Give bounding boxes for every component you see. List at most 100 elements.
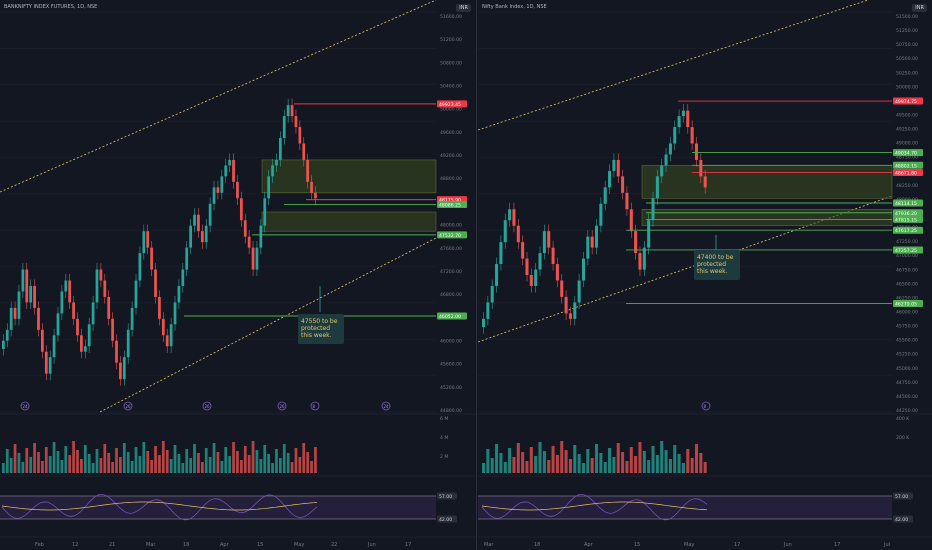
volume-bar (599, 453, 603, 473)
candle-body (138, 253, 142, 281)
volume-bar (68, 455, 72, 473)
volume-bar (138, 456, 142, 473)
volume-tick-label: 400 K (896, 416, 910, 422)
candle-body (306, 159, 310, 182)
candle-body (197, 214, 200, 232)
left-currency-badge[interactable]: INR (456, 4, 471, 12)
y-tick-label: 45000.00 (896, 366, 918, 372)
candle-body (236, 181, 239, 199)
volume-bar (200, 462, 204, 473)
volume-tick-label: 2 M (440, 454, 448, 460)
candle-body (490, 285, 494, 303)
candle-body (239, 198, 243, 221)
rsi-ma-line (481, 501, 708, 511)
y-tick-label: 50400.00 (440, 84, 462, 90)
price-level-label: 49034.70 (895, 151, 917, 157)
candle-body (499, 242, 503, 265)
candle-body (525, 258, 529, 276)
price-level-tag (893, 199, 923, 207)
candle-body (103, 280, 107, 297)
volume-bar (228, 456, 232, 473)
candle-body (621, 176, 625, 193)
left-chart-svg[interactable]: 51600.00 51200.00 50800.00 50400.00 50000.00… (0, 0, 476, 550)
annotation-text: 47400 to be (697, 254, 734, 261)
rsi-level-label: 57.00 (439, 494, 452, 500)
candle-body (699, 159, 703, 177)
y-tick-label: 50250.00 (896, 70, 918, 76)
candle-body (551, 247, 555, 265)
candle-body (573, 302, 577, 319)
candle-body (302, 143, 306, 160)
volume-bar (568, 459, 572, 473)
volume-bar (608, 448, 612, 473)
annotation-box (694, 250, 740, 280)
price-level-label: 48175.90 (439, 198, 461, 204)
volume-bar (603, 462, 607, 473)
volume-bar (499, 453, 503, 473)
right-currency-badge[interactable]: INR (912, 4, 927, 12)
candle-body (275, 159, 278, 166)
rsi-level-label: 57.00 (895, 494, 908, 500)
candle-body (185, 247, 189, 270)
volume-bar (13, 444, 17, 473)
volume-bar (703, 462, 707, 473)
candle-body (146, 231, 150, 248)
candle-body (251, 247, 255, 270)
x-tick-label: 15 (634, 542, 640, 548)
candle-body (568, 313, 572, 319)
annotation-box (298, 314, 344, 344)
volume-bar (278, 458, 282, 473)
volume-bar (134, 447, 138, 473)
candle-body (165, 335, 169, 347)
volume-bar (634, 456, 638, 473)
annotation-text: protected (697, 261, 726, 268)
volume-bar (95, 449, 99, 473)
price-level-label: 46052.00 (439, 314, 461, 320)
volume-bar (642, 451, 646, 473)
candle-body (512, 209, 516, 226)
x-tick-label: 17 (834, 542, 840, 548)
candle-body (83, 346, 87, 352)
volume-bar (503, 462, 507, 473)
volume-bar (560, 441, 564, 473)
volume-bar (267, 454, 271, 473)
upper-trendline (0, 0, 437, 193)
candle-body (681, 110, 685, 117)
volume-bar (655, 455, 659, 473)
candle-body (122, 357, 126, 380)
rsi-level-tag (437, 515, 457, 523)
candle-body (495, 264, 499, 286)
volume-bar (294, 448, 298, 473)
left-chart-pane[interactable]: 51600.00 51200.00 50800.00 50400.00 50000.00… (0, 0, 477, 550)
event-marker (123, 401, 133, 411)
candle-body (91, 302, 95, 325)
volume-bar (177, 454, 181, 473)
candle-body (595, 225, 599, 248)
candle-body (677, 116, 681, 128)
event-marker-label: 24 (23, 404, 29, 409)
candle-body (547, 231, 551, 248)
volume-bar (282, 444, 286, 473)
right-chart-svg[interactable]: 51500.00 51250.00 50750.00 50500.00 50250.00… (478, 0, 932, 550)
volume-bar (681, 463, 685, 473)
rsi-band (0, 496, 436, 519)
volume-bar (595, 444, 599, 473)
right-chart-pane[interactable]: 51500.00 51250.00 50750.00 50500.00 50250.00… (478, 0, 932, 550)
price-level-tag (437, 231, 467, 239)
price-level-label: 47257.25 (895, 248, 917, 254)
candle-body (5, 329, 9, 341)
volume-bar (573, 445, 577, 473)
event-marker (701, 401, 711, 411)
volume-bar (302, 443, 306, 473)
candle-body (173, 302, 177, 325)
price-level-label: 48086.25 (439, 203, 461, 209)
volume-bar (616, 443, 620, 473)
volume-bar (495, 444, 499, 473)
rsi-level-label: 42.00 (439, 517, 452, 523)
volume-bar (173, 445, 177, 473)
candle-body (25, 269, 29, 303)
candle-body (508, 209, 512, 221)
event-marker-label: 8 (704, 404, 707, 409)
supply-zone (261, 159, 437, 194)
candle-body (482, 318, 486, 328)
